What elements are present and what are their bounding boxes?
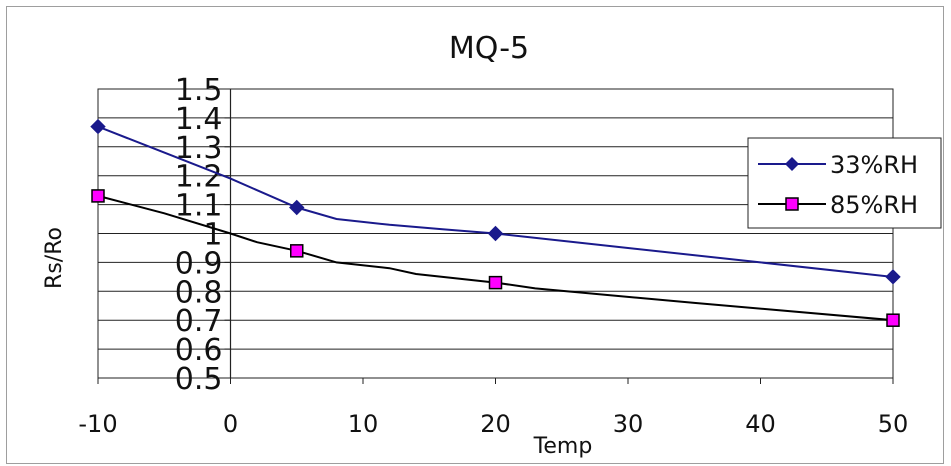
legend-label: 85%RH — [830, 191, 918, 219]
y-tick-label: 1.5 — [175, 73, 223, 108]
series-line-1 — [97, 194, 894, 322]
legend-marker — [785, 197, 799, 211]
y-tick-label: 0.8 — [175, 275, 223, 310]
legend-label: 33%RH — [830, 151, 918, 179]
y-axis-label: Rs/Ro — [42, 227, 67, 289]
data-point — [90, 118, 106, 135]
data-point — [886, 313, 900, 327]
chart-frame — [6, 6, 944, 464]
y-tick-label: 0.9 — [175, 246, 223, 281]
legend-box — [747, 137, 942, 229]
x-tick-label: -10 — [78, 410, 117, 438]
x-tick-label: 30 — [613, 410, 644, 438]
x-tick-label: 0 — [223, 410, 238, 438]
data-point — [289, 199, 305, 216]
y-tick-label: 0.6 — [175, 333, 223, 368]
x-axis-label: Temp — [533, 434, 593, 459]
y-tick-label: 0.5 — [175, 362, 223, 397]
data-point — [487, 225, 504, 242]
data-point — [488, 275, 503, 290]
data-point — [885, 269, 901, 285]
data-point — [290, 244, 304, 258]
series-line-0 — [97, 125, 894, 278]
y-tick-label: 0.7 — [175, 304, 223, 339]
y-tick-label: 1.1 — [175, 189, 223, 224]
chart-title: MQ-5 — [449, 31, 529, 66]
y-tick-label: 1.4 — [175, 102, 223, 137]
x-tick-label: 40 — [745, 410, 776, 438]
x-tick-label: 10 — [348, 410, 379, 438]
x-tick-label: 20 — [480, 410, 511, 438]
x-tick-label: 50 — [878, 410, 909, 438]
data-point — [91, 189, 105, 203]
legend-marker — [785, 157, 799, 171]
